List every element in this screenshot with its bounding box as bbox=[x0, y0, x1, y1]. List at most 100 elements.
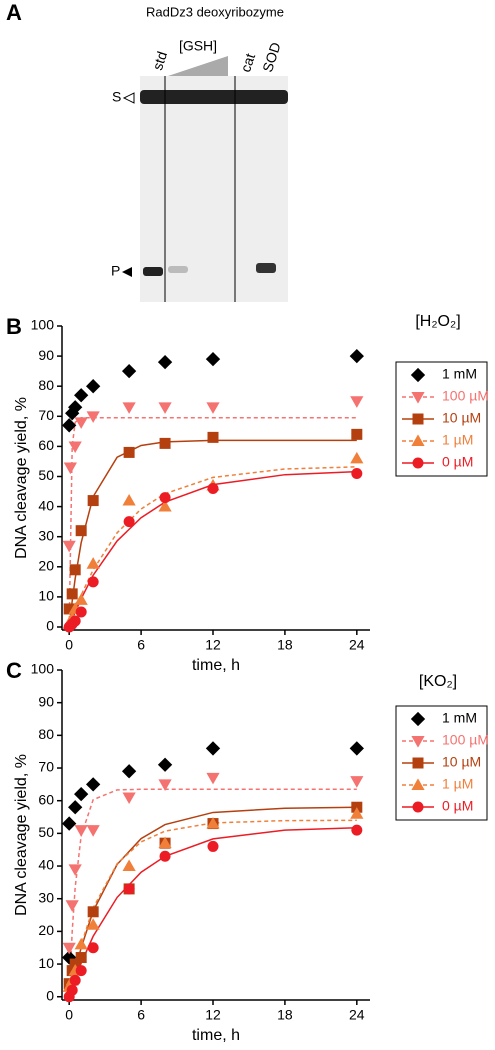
data-point bbox=[62, 942, 76, 955]
data-point bbox=[69, 974, 81, 986]
data-point bbox=[87, 906, 99, 918]
data-point bbox=[68, 441, 82, 453]
legend-marker bbox=[412, 457, 424, 469]
band-label: P bbox=[111, 263, 120, 279]
data-point bbox=[69, 615, 81, 627]
legend-marker bbox=[410, 711, 426, 727]
data-point bbox=[62, 540, 76, 553]
fit-line bbox=[68, 470, 357, 628]
y-tick-label: 20 bbox=[38, 557, 54, 573]
gel-panel: A RadDz3 deoxyribozyme std [GSH] cat SOD… bbox=[6, 0, 288, 302]
legend-label: 1 mM bbox=[442, 710, 477, 726]
data-point bbox=[69, 564, 81, 576]
x-tick-label: 18 bbox=[277, 637, 293, 653]
legend-label: 1 mM bbox=[442, 366, 477, 382]
data-point bbox=[123, 883, 135, 895]
y-tick-label: 80 bbox=[38, 726, 54, 742]
y-tick-label: 0 bbox=[46, 618, 54, 634]
y-tick-label: 90 bbox=[38, 693, 54, 709]
legend-label: 10 µM bbox=[442, 754, 481, 770]
band bbox=[140, 90, 288, 104]
x-tick-label: 6 bbox=[137, 1007, 145, 1023]
data-point bbox=[351, 428, 363, 440]
x-axis-label: time, h bbox=[192, 657, 240, 674]
x-tick-label: 24 bbox=[349, 1007, 365, 1023]
data-point bbox=[350, 807, 364, 819]
x-tick-label: 12 bbox=[205, 637, 221, 653]
lane-label: cat bbox=[237, 51, 258, 74]
legend-title: [KO₂] bbox=[419, 673, 457, 690]
data-point bbox=[74, 787, 89, 802]
y-tick-label: 90 bbox=[38, 347, 54, 363]
y-tick-label: 10 bbox=[38, 588, 54, 604]
panel-label: A bbox=[6, 0, 22, 25]
legend-label: 100 µM bbox=[442, 388, 489, 404]
fit-line bbox=[68, 806, 357, 997]
legend-marker bbox=[412, 757, 424, 769]
data-point bbox=[158, 836, 172, 849]
data-point bbox=[86, 918, 100, 930]
data-point bbox=[121, 363, 137, 379]
y-tick-label: 30 bbox=[38, 889, 54, 905]
data-point bbox=[74, 593, 88, 605]
data-point bbox=[63, 603, 75, 615]
data-point bbox=[207, 840, 219, 852]
y-tick-label: 50 bbox=[38, 824, 54, 840]
data-point bbox=[87, 576, 99, 588]
band bbox=[168, 266, 188, 273]
data-point bbox=[351, 467, 363, 479]
x-tick-label: 12 bbox=[205, 1007, 221, 1023]
data-point bbox=[207, 483, 219, 495]
data-point bbox=[205, 741, 221, 756]
y-tick-label: 70 bbox=[38, 407, 54, 423]
data-point bbox=[65, 900, 79, 912]
legend-label: 0 µM bbox=[442, 454, 473, 470]
data-point bbox=[86, 379, 101, 394]
data-point bbox=[122, 792, 136, 805]
legend-label: 1 µM bbox=[442, 776, 473, 792]
fit-line bbox=[68, 827, 357, 997]
fit-line bbox=[68, 439, 357, 628]
data-point bbox=[75, 952, 87, 964]
data-point bbox=[75, 606, 87, 618]
data-point bbox=[66, 984, 78, 996]
legend-marker bbox=[410, 367, 426, 383]
y-tick-label: 50 bbox=[38, 467, 54, 483]
arrow bbox=[122, 267, 132, 277]
x-tick-label: 18 bbox=[277, 1007, 293, 1023]
data-point bbox=[158, 499, 172, 512]
x-tick-label: 0 bbox=[65, 637, 73, 653]
data-point bbox=[122, 493, 136, 506]
data-point bbox=[74, 417, 88, 429]
data-point bbox=[206, 772, 220, 785]
data-point bbox=[86, 777, 101, 792]
x-tick-label: 6 bbox=[137, 637, 145, 653]
data-point bbox=[86, 411, 100, 423]
legend-label: 1 µM bbox=[442, 432, 473, 448]
data-point bbox=[159, 492, 171, 504]
y-tick-label: 40 bbox=[38, 497, 54, 513]
data-point bbox=[157, 354, 173, 370]
data-point bbox=[63, 462, 77, 475]
y-tick-label: 100 bbox=[31, 661, 55, 677]
legend-marker bbox=[412, 413, 424, 425]
legend-label: 0 µM bbox=[442, 798, 473, 814]
legend-marker bbox=[411, 392, 425, 404]
band-label: S bbox=[112, 89, 121, 105]
panel-label: B bbox=[6, 314, 22, 339]
data-point bbox=[349, 741, 364, 756]
data-point bbox=[122, 859, 136, 871]
data-point bbox=[68, 400, 83, 415]
band bbox=[256, 263, 276, 273]
data-point bbox=[65, 406, 80, 421]
y-tick-label: 70 bbox=[38, 759, 54, 775]
lane-label: [GSH] bbox=[179, 38, 217, 54]
legend-marker bbox=[411, 434, 425, 446]
data-point bbox=[74, 937, 88, 950]
x-axis-label: time, h bbox=[192, 1027, 240, 1044]
data-point bbox=[158, 779, 172, 791]
data-point bbox=[350, 451, 364, 464]
legend-label: 100 µM bbox=[442, 732, 489, 748]
band bbox=[143, 267, 163, 276]
